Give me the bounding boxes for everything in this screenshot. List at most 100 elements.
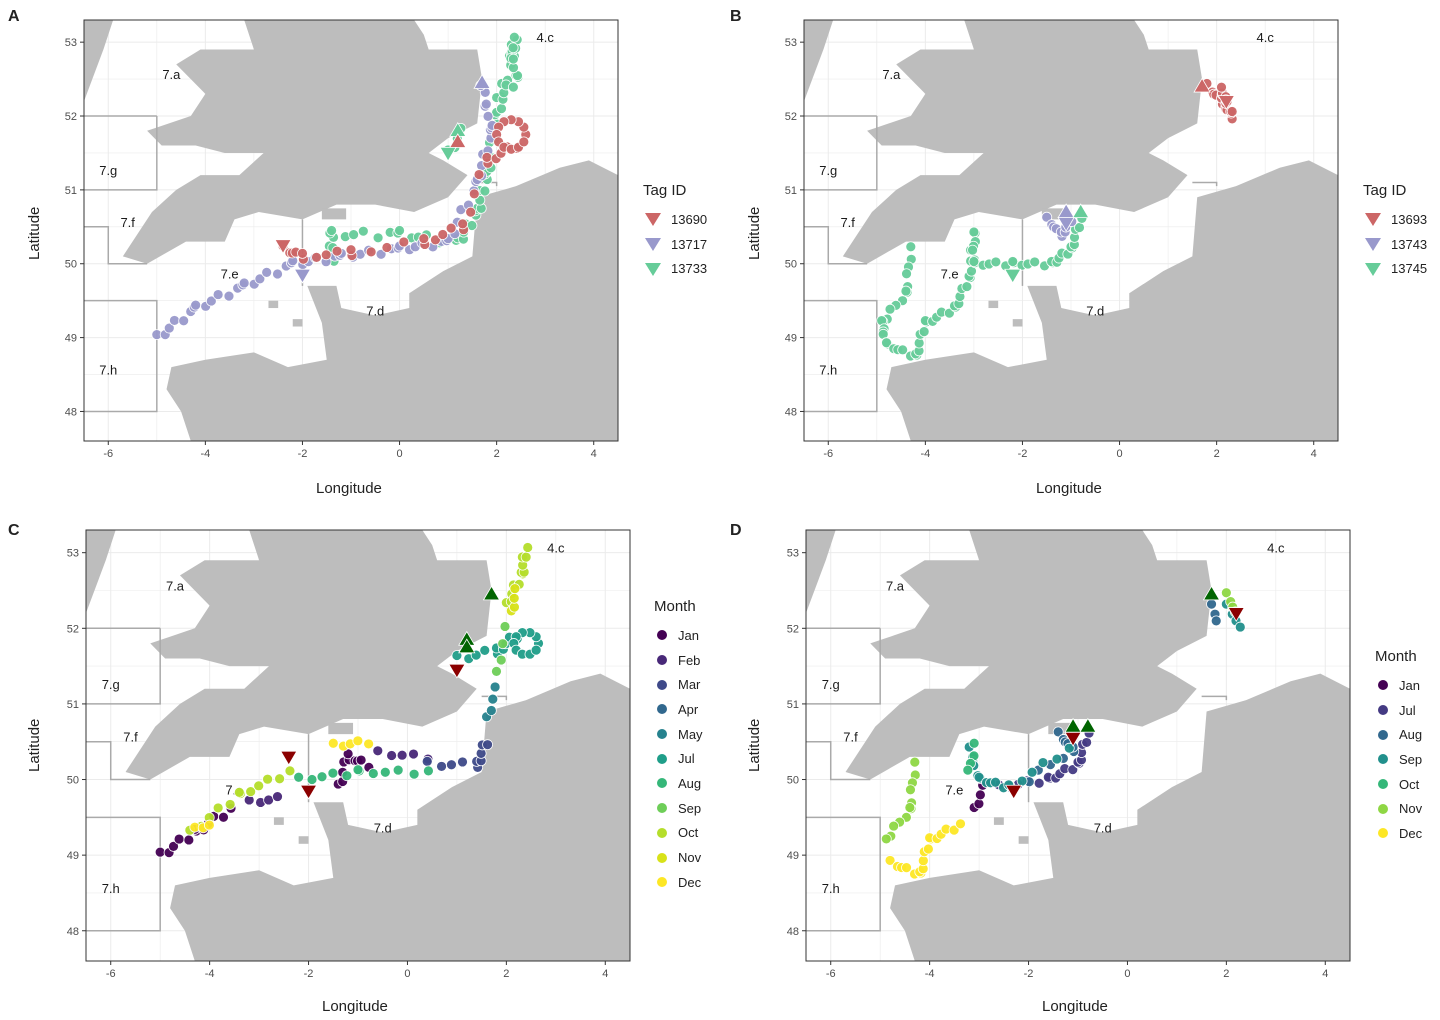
- track-point: [372, 232, 384, 244]
- y-tick-label: 49: [67, 850, 79, 862]
- end-marker: [293, 268, 312, 284]
- track-point: [169, 315, 180, 326]
- legend-item: Nov: [654, 845, 703, 870]
- legend-triangle-icon: [645, 213, 661, 227]
- x-tick-label: 0: [396, 448, 402, 460]
- land-island: [292, 319, 303, 327]
- x-tick-label: -4: [205, 968, 215, 980]
- track-point: [437, 229, 449, 240]
- legend-item: 13745: [1363, 256, 1427, 281]
- end-marker: [439, 146, 457, 162]
- track-point: [365, 246, 377, 258]
- y-tick-label: 50: [67, 775, 79, 787]
- x-tick-label: -6: [826, 968, 836, 980]
- legend-dot-icon: [657, 827, 667, 838]
- start-marker: [482, 585, 501, 601]
- track-point: [1051, 753, 1063, 765]
- start-marker: [1202, 585, 1221, 601]
- y-axis-label: Latitude: [26, 718, 43, 772]
- area-label: 7.f: [123, 730, 138, 745]
- track-point: [233, 786, 245, 798]
- x-tick-label: -2: [1018, 448, 1028, 460]
- legend-item: 13717: [643, 232, 707, 257]
- track-point: [327, 767, 339, 779]
- x-tick-label: 4: [602, 968, 608, 980]
- panel-b: B 7.a 7.g 7.f 7.e 7.d 7.h 4.c -6 -4 -2 0 2 4 48 49 50 51…: [720, 0, 1440, 510]
- track-point: [974, 789, 986, 801]
- legend-item: Apr: [654, 697, 703, 722]
- area-label: 7.a: [882, 67, 901, 82]
- legend-item: Jan: [1375, 673, 1422, 698]
- area-label: 7.h: [99, 363, 117, 378]
- track-point: [183, 834, 195, 846]
- area-label: 7.e: [945, 783, 963, 798]
- map-c: 7.a7.g7.f7.e7.d7.h4.c-6 -4 -2 0 2 44849505152…: [67, 529, 631, 980]
- land-ireland: [806, 530, 836, 614]
- track-point: [352, 735, 364, 747]
- track-point: [345, 244, 357, 256]
- area-label: 4.c: [537, 30, 555, 45]
- start-marker: [1193, 77, 1211, 93]
- track-point: [352, 764, 364, 776]
- track-point: [905, 784, 916, 796]
- ices-boundary: [84, 116, 158, 191]
- track-point: [495, 654, 507, 666]
- track-point: [1067, 764, 1079, 776]
- track-point: [973, 798, 985, 810]
- track-point: [922, 843, 934, 855]
- legend-dot-icon: [657, 679, 667, 690]
- y-tick-label: 51: [787, 699, 799, 711]
- track-point: [190, 299, 202, 311]
- x-tick-label: 2: [494, 448, 500, 460]
- track-point: [457, 218, 469, 230]
- area-label: 4.c: [1257, 30, 1275, 45]
- legend-title: Tag ID: [1363, 182, 1407, 199]
- area-label: 7.f: [120, 215, 135, 230]
- track-point: [272, 791, 283, 802]
- land-france: [886, 160, 1338, 441]
- legend-item: 13733: [643, 256, 707, 281]
- track-point: [481, 151, 493, 163]
- x-tick-label: 2: [1223, 968, 1229, 980]
- track-point: [482, 739, 493, 751]
- track-point: [901, 268, 912, 280]
- area-label: 7.f: [843, 730, 858, 745]
- area-label: 7.g: [99, 163, 117, 178]
- track-point: [1037, 757, 1049, 768]
- y-tick-label: 51: [67, 699, 79, 711]
- track-point: [375, 248, 387, 260]
- legend-title: Month: [1375, 648, 1417, 665]
- track-point: [253, 780, 265, 792]
- y-tick-label: 52: [787, 623, 799, 635]
- legend-dot-icon: [657, 852, 667, 863]
- area-label: 7.e: [941, 267, 959, 282]
- track-point: [1026, 766, 1038, 778]
- track-point: [293, 771, 305, 783]
- track-point: [909, 756, 921, 768]
- land-britain: [84, 20, 483, 264]
- legend-dot-icon: [1378, 754, 1388, 765]
- land-island: [298, 836, 309, 844]
- y-tick-label: 50: [787, 775, 799, 787]
- panel-a: A 7.a 7.g 7.f 7.e 7.d 7.h 4.c -6 -4 -2 0 2 4 48 49 50 51…: [0, 0, 720, 510]
- end-marker: [299, 784, 318, 800]
- land-island: [1012, 319, 1023, 327]
- track-point: [355, 754, 367, 766]
- panel-letter: B: [730, 8, 742, 25]
- land-island: [1018, 836, 1029, 844]
- track-point: [341, 770, 353, 782]
- track-point: [379, 766, 391, 778]
- track-point: [154, 846, 166, 858]
- land-britain: [86, 530, 492, 780]
- y-tick-label: 53: [67, 548, 79, 560]
- legend-item: Nov: [1375, 796, 1422, 821]
- legend-item: Oct: [1375, 772, 1422, 797]
- end-marker: [448, 663, 466, 679]
- track-point: [245, 786, 257, 798]
- track-point: [178, 315, 190, 327]
- track-point: [205, 295, 217, 307]
- ices-boundary: [804, 226, 868, 265]
- track-point: [381, 242, 393, 253]
- legend-triangle-icon: [645, 238, 661, 252]
- track-point: [457, 756, 468, 768]
